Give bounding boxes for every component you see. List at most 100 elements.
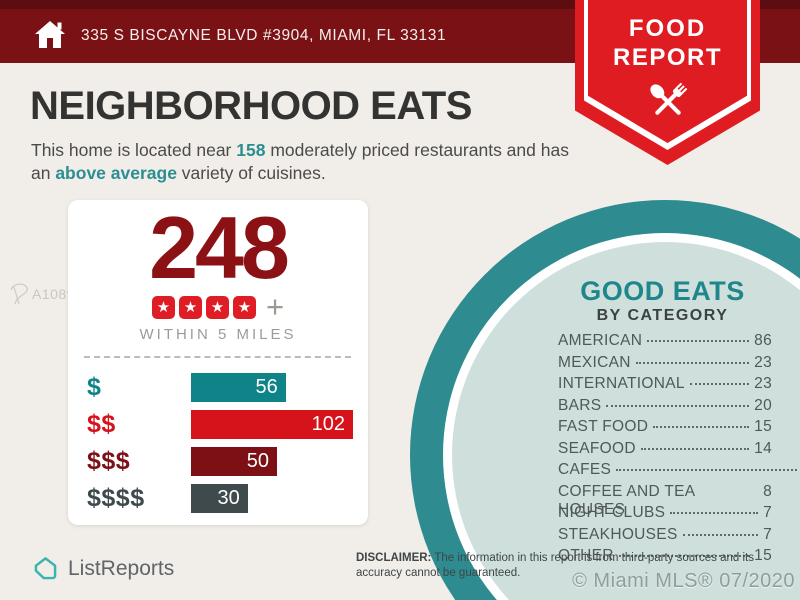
- price-tier-row: $56: [87, 373, 353, 402]
- plus-sign: +: [265, 288, 285, 324]
- bar-value: 102: [311, 413, 345, 435]
- category-label: BARS: [558, 396, 602, 414]
- category-row: STEAKHOUSES 7: [558, 526, 772, 548]
- dotted-leader: [670, 512, 759, 514]
- dotted-leader: [618, 555, 750, 557]
- price-tier-label: $$: [87, 410, 116, 438]
- report-subtitle: This home is located near 158 moderately…: [31, 139, 576, 185]
- bar-track: 56: [191, 373, 353, 402]
- variety-highlight: above average: [55, 163, 177, 184]
- category-row: NIGHT CLUBS 7: [558, 504, 772, 526]
- ribbon-content: FOOD REPORT: [575, 0, 760, 133]
- dotted-leader: [653, 426, 750, 428]
- category-value: 15: [754, 547, 772, 564]
- star-icon: ★: [151, 295, 175, 319]
- bar-fill: 102: [191, 410, 353, 439]
- star-icon: ★: [232, 295, 256, 319]
- listreports-logo: ListReports: [32, 555, 174, 582]
- category-label: COFFEE AND TEA HOUSES: [558, 482, 695, 518]
- subtitle-text: This home is located near: [31, 140, 237, 160]
- category-value: 23: [754, 353, 772, 371]
- dotted-leader: [606, 404, 750, 407]
- mls-copyright: © Miami MLS® 07/2020: [572, 570, 795, 592]
- category-label: MEXICAN: [558, 353, 631, 371]
- category-value: 7: [763, 525, 772, 543]
- page-title: NEIGHBORHOOD EATS: [30, 84, 472, 128]
- dashed-divider: [84, 356, 351, 358]
- price-tier-label: $: [87, 373, 102, 401]
- restaurant-summary-card: 248 ★ ★ ★ ★ + WITHIN 5 MILES $56 $$ 102 $$$ 50 $$…: [68, 200, 368, 525]
- dotted-leader: [647, 340, 750, 342]
- dotted-leader: [616, 469, 797, 471]
- dotted-leader: [635, 361, 750, 364]
- category-row: COFFEE AND TEA HOUSES 8: [558, 482, 772, 518]
- category-row: AMERICAN 86: [558, 332, 772, 354]
- bar-track: 50: [191, 447, 353, 476]
- category-row: BARS 20: [558, 397, 772, 419]
- price-tier-label: $$$: [87, 447, 131, 475]
- restaurant-count: 248: [149, 198, 290, 297]
- property-address: 335 S BISCAYNE BLVD #3904, MIAMI, FL 331…: [81, 27, 447, 44]
- dotted-leader: [640, 447, 750, 450]
- category-value: 23: [754, 375, 772, 392]
- category-value: 86: [754, 332, 772, 349]
- good-eats-title: GOOD EATS: [580, 276, 745, 306]
- category-row: FAST FOOD 15: [558, 418, 772, 440]
- bar-value: 50: [246, 450, 270, 472]
- disclaimer-line1: The information in this report is from t…: [431, 552, 754, 564]
- bar-track: 102: [191, 410, 353, 439]
- radius-label: WITHIN 5 MILES: [139, 326, 297, 343]
- category-value: 8: [763, 482, 772, 500]
- price-tier-row: $$ 102: [87, 410, 353, 439]
- category-row: CAFES: [558, 461, 800, 483]
- price-tier-bar-chart: $56 $$ 102 $$$ 50 $$$$ 30: [68, 373, 368, 513]
- good-eats-subtitle: BY CATEGORY: [596, 307, 729, 324]
- category-label: NIGHT CLUBS: [558, 504, 666, 521]
- disclaimer-text: DISCLAIMER: The information in this repo…: [356, 551, 756, 580]
- category-label: INTERNATIONAL: [558, 375, 685, 392]
- home-icon: [34, 19, 66, 54]
- disclaimer-label: DISCLAIMER:: [356, 552, 432, 564]
- disclaimer-line2: accuracy cannot be guaranteed.: [356, 566, 521, 579]
- price-tier-label: $$$$: [87, 484, 145, 512]
- category-label: STEAKHOUSES: [558, 525, 678, 543]
- category-label: AMERICAN: [558, 332, 643, 349]
- category-row: MEXICAN 23: [558, 354, 772, 376]
- bar-fill: 30: [191, 484, 248, 513]
- category-value: 15: [754, 418, 772, 435]
- dotted-leader: [682, 533, 759, 536]
- bar-value: 30: [217, 487, 240, 509]
- top-dark-strip: [0, 0, 800, 9]
- category-row: SEAFOOD 14: [558, 440, 772, 462]
- category-label: CAFES: [558, 461, 612, 478]
- dotted-leader: [689, 383, 750, 385]
- ribbon-title-line2: REPORT: [612, 44, 722, 71]
- subtitle-text: moderately priced restaurants and has an: [31, 140, 569, 184]
- category-row: INTERNATIONAL 23: [558, 375, 772, 397]
- watermark-logo-icon: [10, 283, 28, 305]
- restaurant-count-highlight: 158: [236, 140, 266, 160]
- category-label: FAST FOOD: [558, 418, 649, 435]
- star-icon: ★: [205, 295, 229, 319]
- bar-value: 56: [255, 376, 278, 398]
- bar-track: 30: [191, 484, 353, 513]
- star-rating: ★ ★ ★ ★ +: [68, 288, 368, 324]
- category-value: 14: [754, 439, 772, 457]
- listreports-brand-name: ListReports: [68, 556, 175, 580]
- bar-fill: 50: [191, 447, 278, 476]
- bar-fill: 56: [191, 373, 286, 402]
- price-tier-row: $$$$ 30: [87, 484, 353, 513]
- price-tier-row: $$$ 50: [87, 447, 353, 476]
- spoon-and-fork-icon: [575, 76, 760, 133]
- subtitle-text: variety of cuisines.: [176, 163, 326, 184]
- cuisine-category-list: AMERICAN 86 MEXICAN 23 INTERNATIONAL 23 BARS 20…: [558, 332, 797, 569]
- category-label: SEAFOOD: [558, 439, 636, 457]
- category-value: 7: [763, 504, 772, 521]
- category-row: OTHER 15: [558, 547, 772, 569]
- ribbon-title-line1: FOOD: [628, 15, 707, 42]
- category-value: 20: [754, 396, 772, 414]
- star-icon: ★: [178, 295, 202, 319]
- food-report-ribbon: FOOD REPORT: [575, 0, 760, 165]
- listreports-house-icon: [34, 557, 57, 580]
